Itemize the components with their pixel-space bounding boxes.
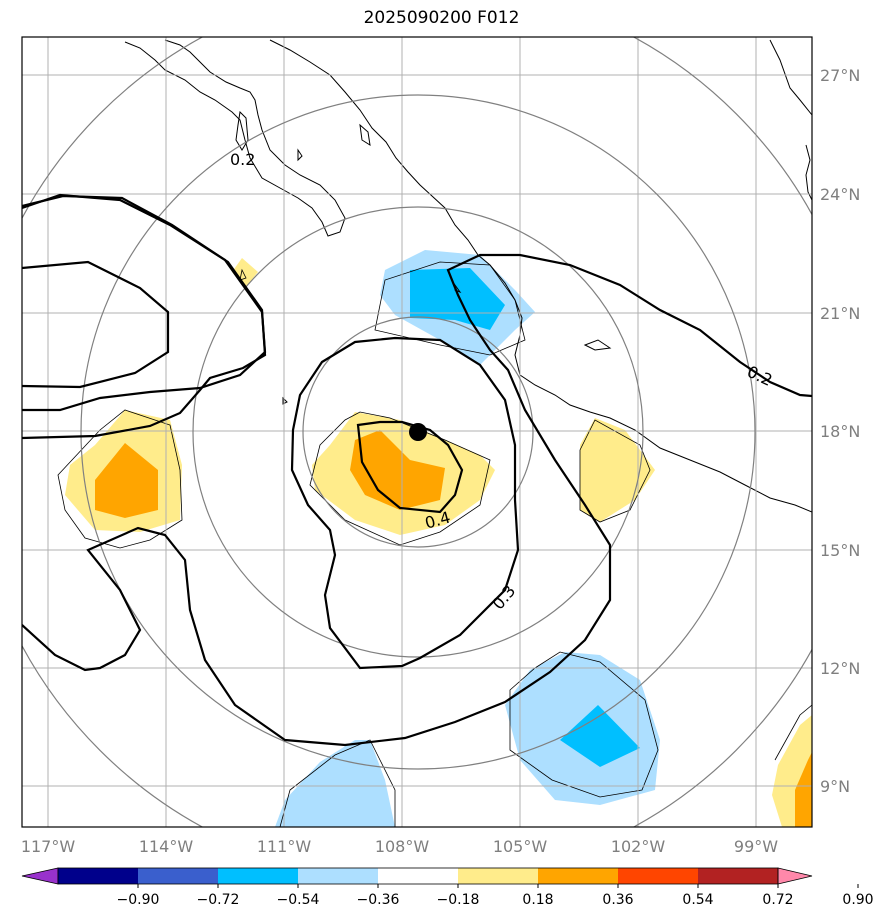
colorbar-segment xyxy=(618,868,699,884)
lon-label-111w: 111°W xyxy=(257,837,312,856)
contour-label-3: 0.3 xyxy=(488,581,519,613)
colorbar-tick-label: −0.36 xyxy=(357,892,400,908)
thin-contour-center xyxy=(309,411,491,546)
lon-label-108w: 108°W xyxy=(375,837,430,856)
thin-contour-west xyxy=(57,409,183,549)
lat-label-12n: 12°N xyxy=(820,659,860,678)
colorbar-border xyxy=(57,867,779,885)
thin-contour-southeast xyxy=(509,651,659,798)
mainland-coast xyxy=(269,39,812,513)
lon-label-105w: 105°W xyxy=(493,837,548,856)
colorbar-segment xyxy=(378,868,459,884)
contour-0.2-west-inner xyxy=(22,260,170,389)
colorbar-segment xyxy=(138,868,219,884)
lat-label-15n: 15°N xyxy=(820,541,860,560)
lat-label-18n: 18°N xyxy=(820,422,860,441)
range-rings xyxy=(22,37,812,827)
colorbar-tick-label: −0.72 xyxy=(197,892,240,908)
lat-label-21n: 21°N xyxy=(820,304,860,323)
colorbar-segment xyxy=(458,868,539,884)
anomaly-blue-southeast xyxy=(560,705,640,767)
colorbar-tick-label: 0.36 xyxy=(602,892,633,908)
colorbar-tick-label: −0.18 xyxy=(437,892,480,908)
contour-0.3 xyxy=(22,194,267,440)
colorbar-segment xyxy=(298,868,379,884)
lon-label-114w: 114°W xyxy=(139,837,194,856)
island-4 xyxy=(282,396,288,405)
baja-coast-west xyxy=(124,39,346,237)
anomaly-yellow-small xyxy=(232,258,258,288)
island-5 xyxy=(297,148,303,162)
thin-contours xyxy=(57,261,812,827)
colorbar-tick-label: −0.54 xyxy=(277,892,320,908)
lon-label-102w: 102°W xyxy=(611,837,666,856)
range-ring-2 xyxy=(192,206,644,658)
storm-center-dot xyxy=(409,423,427,441)
contour-label-1: 0.2 xyxy=(230,150,255,169)
contour-0.2-west-top xyxy=(22,193,267,412)
thick-contours xyxy=(22,193,812,747)
island-2 xyxy=(359,123,371,147)
east-coast-2 xyxy=(805,144,812,201)
colorbar-segment xyxy=(58,868,139,884)
graticule xyxy=(22,37,812,827)
anomaly-light-blue-south xyxy=(275,740,395,827)
contour-0.3-main xyxy=(22,253,812,747)
contour-0.4 xyxy=(356,420,464,514)
colorbar xyxy=(21,867,813,885)
colorbar-tick-label: 0.54 xyxy=(682,892,713,908)
thin-contour-south xyxy=(279,739,396,827)
colorbar-tick-label: 0.72 xyxy=(762,892,793,908)
colorbar-segment xyxy=(698,868,779,884)
colorbar-tick-label: −0.90 xyxy=(117,892,160,908)
shaded-anomalies xyxy=(65,250,812,827)
range-ring-1 xyxy=(302,316,534,548)
map-title: 2025090200 F012 xyxy=(363,8,520,28)
map-frame xyxy=(21,36,813,828)
lon-label-117w: 117°W xyxy=(21,837,76,856)
coastlines xyxy=(124,39,812,513)
colorbar-extend-min xyxy=(21,867,59,885)
lat-label-24n: 24°N xyxy=(820,185,860,204)
thin-contour-small xyxy=(239,268,247,281)
anomaly-orange-center xyxy=(350,430,445,510)
anomaly-yellow-east xyxy=(580,418,655,522)
thin-contour-east xyxy=(579,419,651,523)
contour-0.3-inner xyxy=(290,336,520,670)
lon-label-99w: 99°W xyxy=(734,837,778,856)
colorbar-tick-label: 0.18 xyxy=(522,892,553,908)
latitude-labels: 27°N 24°N 21°N 18°N 15°N 12°N 9°N xyxy=(820,66,860,796)
colorbar-segment xyxy=(538,868,619,884)
lat-label-27n: 27°N xyxy=(820,66,860,85)
colorbar-tick-label: 0.90 xyxy=(842,892,873,908)
island-3 xyxy=(583,339,612,351)
colorbar-ticks: −0.90 −0.72 −0.54 −0.36 −0.18 0.18 0.36 0.54 0.7… xyxy=(117,884,874,908)
colorbar-extend-max xyxy=(777,867,813,885)
east-coast xyxy=(769,39,812,116)
longitude-labels: 117°W 114°W 111°W 108°W 105°W 102°W 99°W xyxy=(21,837,778,856)
island-1 xyxy=(235,110,249,151)
anomaly-orange-far-east xyxy=(795,752,812,827)
lat-label-9n: 9°N xyxy=(820,777,850,796)
range-ring-3 xyxy=(80,94,756,770)
anomaly-orange-west xyxy=(95,443,158,518)
anomaly-blue-north xyxy=(410,268,505,330)
colorbar-segment xyxy=(218,868,299,884)
thin-contour-far-east xyxy=(774,704,812,761)
